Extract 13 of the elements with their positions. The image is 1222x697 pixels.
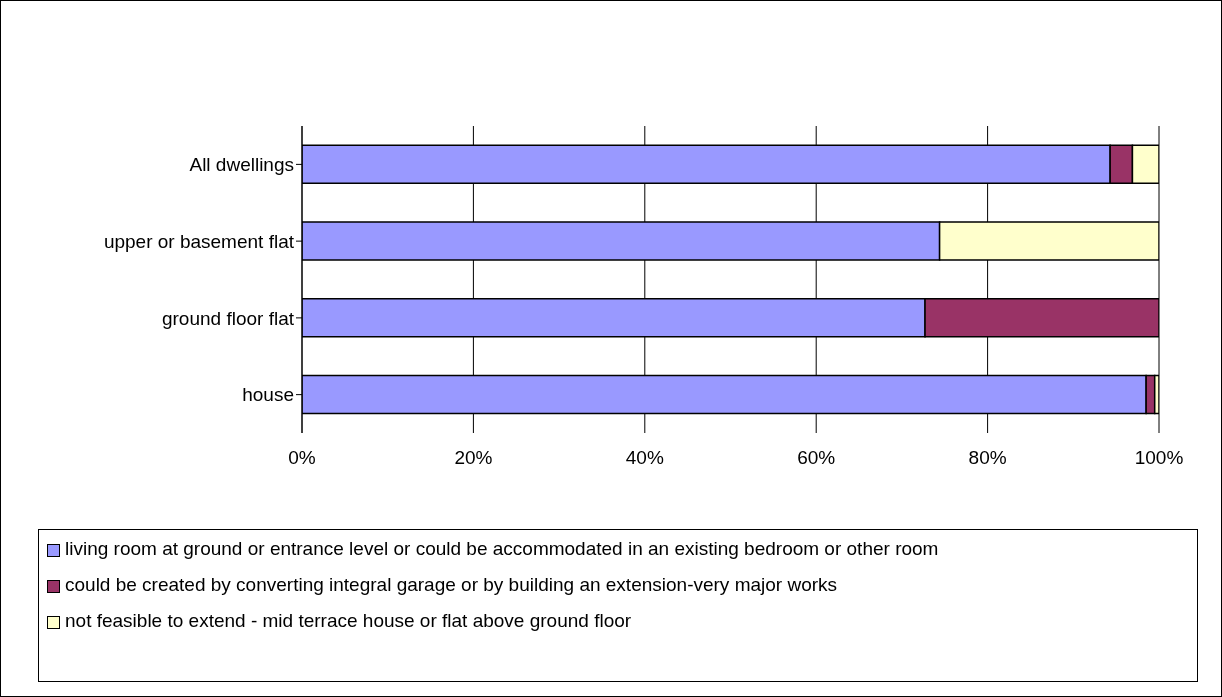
y-tick-label: house <box>242 384 294 406</box>
x-tick-label: 40% <box>625 447 664 469</box>
x-tick-label: 0% <box>288 447 316 469</box>
y-tick-label: upper or basement flat <box>103 230 295 252</box>
legend-label: living room at ground or entrance level or could be accommodated in an existing bedroom or other room <box>65 538 939 560</box>
x-tick-label: 20% <box>454 447 493 469</box>
y-tick-label: ground floor flat <box>161 307 295 329</box>
x-tick-label: 60% <box>797 447 836 469</box>
x-tick-label: 100% <box>1134 447 1184 469</box>
y-tick-label: All dwellings <box>189 154 294 176</box>
x-tick-label: 80% <box>968 447 1007 469</box>
legend-label: not feasible to extend - mid terrace house or flat above ground floor <box>65 610 632 632</box>
legend-label: could be created by converting integral garage or by building an extension-very major works <box>65 574 838 596</box>
